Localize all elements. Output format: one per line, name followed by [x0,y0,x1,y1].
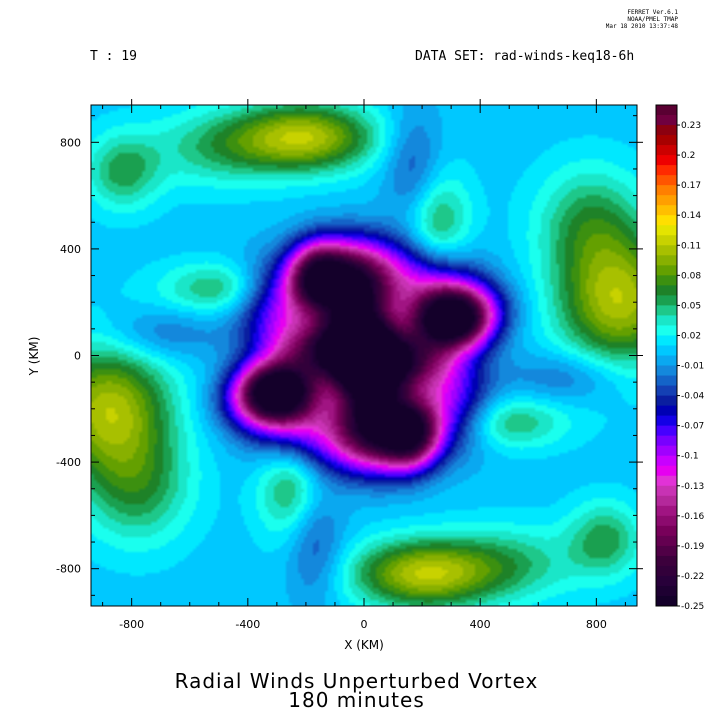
colorbar-label: -0.16 [681,512,705,522]
colorbar-label: 0.02 [681,331,701,341]
colorbar-swatch [656,255,677,266]
colorbar-label: 0.17 [681,181,701,191]
colorbar-label: 0.23 [681,121,701,131]
colorbar-swatch [656,135,677,146]
colorbar-swatch [656,165,677,176]
colorbar-label: -0.01 [681,362,704,372]
x-axis-label: X (KM) [344,638,384,652]
colorbar-swatch [656,495,677,507]
ferret-line: FERRET Ver.6.1 [627,9,678,16]
colorbar-swatch [656,505,677,517]
colorbar-swatch [656,535,677,547]
colorbar-swatch [656,465,677,477]
colorbar-swatch [656,415,677,427]
colorbar-swatch [656,345,677,356]
time-label: T : 19 [90,49,137,64]
colorbar-swatch [656,565,677,577]
colorbar-swatch [656,405,677,417]
radial-wind-field [91,105,637,606]
colorbar-label: 0.08 [681,271,701,281]
colorbar-frame [655,104,678,607]
x-axis: -800 -400 0 400 800 [102,99,626,631]
colorbar-swatch [656,555,677,567]
y-axis-label: Y (KM) [27,337,41,377]
y-tick-label: 0 [74,350,81,363]
colorbar-swatch [656,375,677,387]
colorbar-swatch [656,355,677,367]
colorbar-swatch [656,365,677,377]
colorbar-label: 0.2 [681,151,695,161]
colorbar: 0.23 0.2 0.17 0.14 0.11 0.08 0.05 0.02 -0.01 -0.0… [655,104,705,612]
colorbar-swatch [656,235,677,246]
colorbar-swatch [656,155,677,166]
colorbar-swatch [656,385,677,397]
colorbar-swatch [656,285,677,296]
colorbar-swatch [656,395,677,407]
chart-title: Radial Winds Unperturbed Vortex [174,669,539,693]
ferret-line: NOAA/PMEL TMAP [627,16,678,23]
colorbar-label: 0.05 [681,301,701,311]
colorbar-swatch [656,545,677,557]
plot-area [90,104,638,607]
colorbar-label: -0.13 [681,482,704,492]
colorbar-swatch [656,335,677,346]
colorbar-swatch [656,295,677,306]
chart-subtitle: 180 minutes [288,688,425,712]
colorbar-swatch [656,215,677,226]
ferret-line: Mar 18 2010 13:37:48 [605,23,678,30]
x-tick-label: -800 [119,618,144,631]
colorbar-label: -0.19 [681,542,705,552]
colorbar-swatch [656,115,677,126]
colorbar-swatch [656,315,677,326]
colorbar-swatch [656,275,677,286]
colorbar-swatch [656,225,677,236]
colorbar-swatch [656,435,677,447]
colorbar-swatch [656,205,677,216]
colorbar-swatch [656,125,677,136]
colorbar-label: 0.14 [681,211,701,221]
colorbar-label: 0.11 [681,241,701,251]
colorbar-swatch [656,195,677,206]
colorbar-swatch [656,475,677,487]
colorbar-swatch [656,485,677,497]
colorbar-swatch [656,175,677,186]
y-axis: -800 -400 0 400 800 [56,115,643,596]
colorbar-swatch [656,515,677,527]
y-tick-label: -800 [56,563,81,576]
colorbar-swatch [656,445,677,457]
colorbar-swatch [656,185,677,196]
x-tick-label: 0 [361,618,368,631]
colorbar-label: -0.1 [681,452,699,462]
x-tick-label: 400 [470,618,491,631]
colorbar-swatch [656,455,677,467]
y-tick-label: -400 [56,456,81,469]
colorbar-swatch [656,245,677,256]
colorbar-label: -0.07 [681,422,704,432]
colorbar-swatch [656,585,677,597]
x-tick-label: 800 [586,618,607,631]
colorbar-swatch [656,425,677,437]
y-tick-label: 800 [60,136,81,149]
colorbar-swatch [656,525,677,537]
y-tick-label: 400 [60,243,81,256]
colorbar-swatch [656,105,677,116]
colorbar-label: -0.04 [681,392,705,402]
colorbar-swatch [656,145,677,156]
colorbar-swatch [656,325,677,336]
colorbar-label: -0.25 [681,602,704,612]
colorbar-swatch [656,575,677,587]
x-tick-label: -400 [235,618,260,631]
colorbar-label: -0.22 [681,572,704,582]
ferret-credit: FERRET Ver.6.1 NOAA/PMEL TMAP Mar 18 201… [558,9,678,30]
colorbar-swatch [656,595,677,607]
colorbar-swatch [656,305,677,316]
colorbar-swatch [656,265,677,276]
dataset-label: DATA SET: rad-winds-keq18-6h [415,49,635,64]
